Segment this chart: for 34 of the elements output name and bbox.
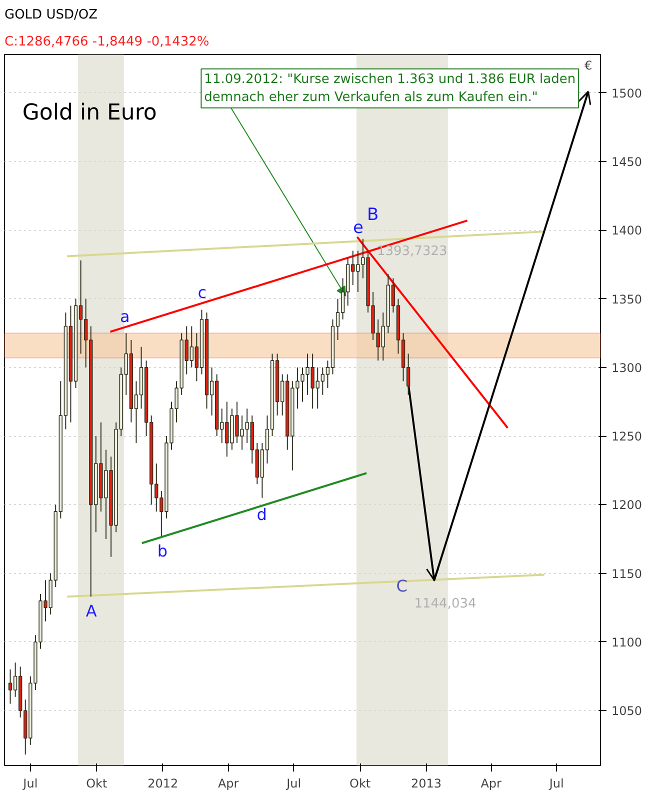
x-tick-label: Okt <box>350 776 371 790</box>
y-axis-title: € <box>584 58 592 72</box>
annotation: Gold in Euro <box>22 100 157 126</box>
x-tick-label: 2013 <box>411 776 442 790</box>
x-tick-label: Okt <box>86 776 108 790</box>
annotation: B <box>366 204 379 225</box>
y-tick-label: 1200 <box>612 498 642 512</box>
annotation: C <box>396 576 408 596</box>
y-tick-label: 1050 <box>612 704 642 718</box>
annotation: 1393,7323 <box>376 244 448 259</box>
y-tick-label: 1450 <box>612 155 642 170</box>
annotation: e <box>352 218 364 238</box>
chart-title: GOLD USD/OZ <box>4 8 98 22</box>
y-tick-label: 1250 <box>612 430 642 444</box>
annotation: c <box>198 282 207 302</box>
y-tick-label: 1500 <box>612 86 642 100</box>
x-tick-label: Apr <box>480 776 502 790</box>
x-tick-label: Jul <box>286 776 302 790</box>
x-tick-label: 2012 <box>148 776 178 790</box>
annotation: a <box>120 306 130 326</box>
annotation: 11.09.2012: "Kurse zwischen 1.363 und 1.386 EUR laden demnach eher zum Verkaufen als zum Kaufen ein." <box>204 72 576 105</box>
x-tick-label: Apr <box>218 776 239 790</box>
annotation: A <box>86 602 97 621</box>
y-tick-label: 1350 <box>612 292 642 306</box>
x-tick-label: Jul <box>22 776 38 790</box>
y-tick-label: 1150 <box>612 566 642 581</box>
x-tick-label: Jul <box>548 776 564 790</box>
y-tick-label: 1400 <box>612 224 642 238</box>
chart-subtitle: C:1286,4766 -1,8449 -0,1432% <box>4 34 210 50</box>
annotation: d <box>256 504 267 524</box>
annotation: b <box>157 541 168 560</box>
y-tick-label: 1300 <box>612 360 642 375</box>
annotation: 1144,034 <box>414 596 476 612</box>
y-tick-label: 1100 <box>612 635 642 650</box>
